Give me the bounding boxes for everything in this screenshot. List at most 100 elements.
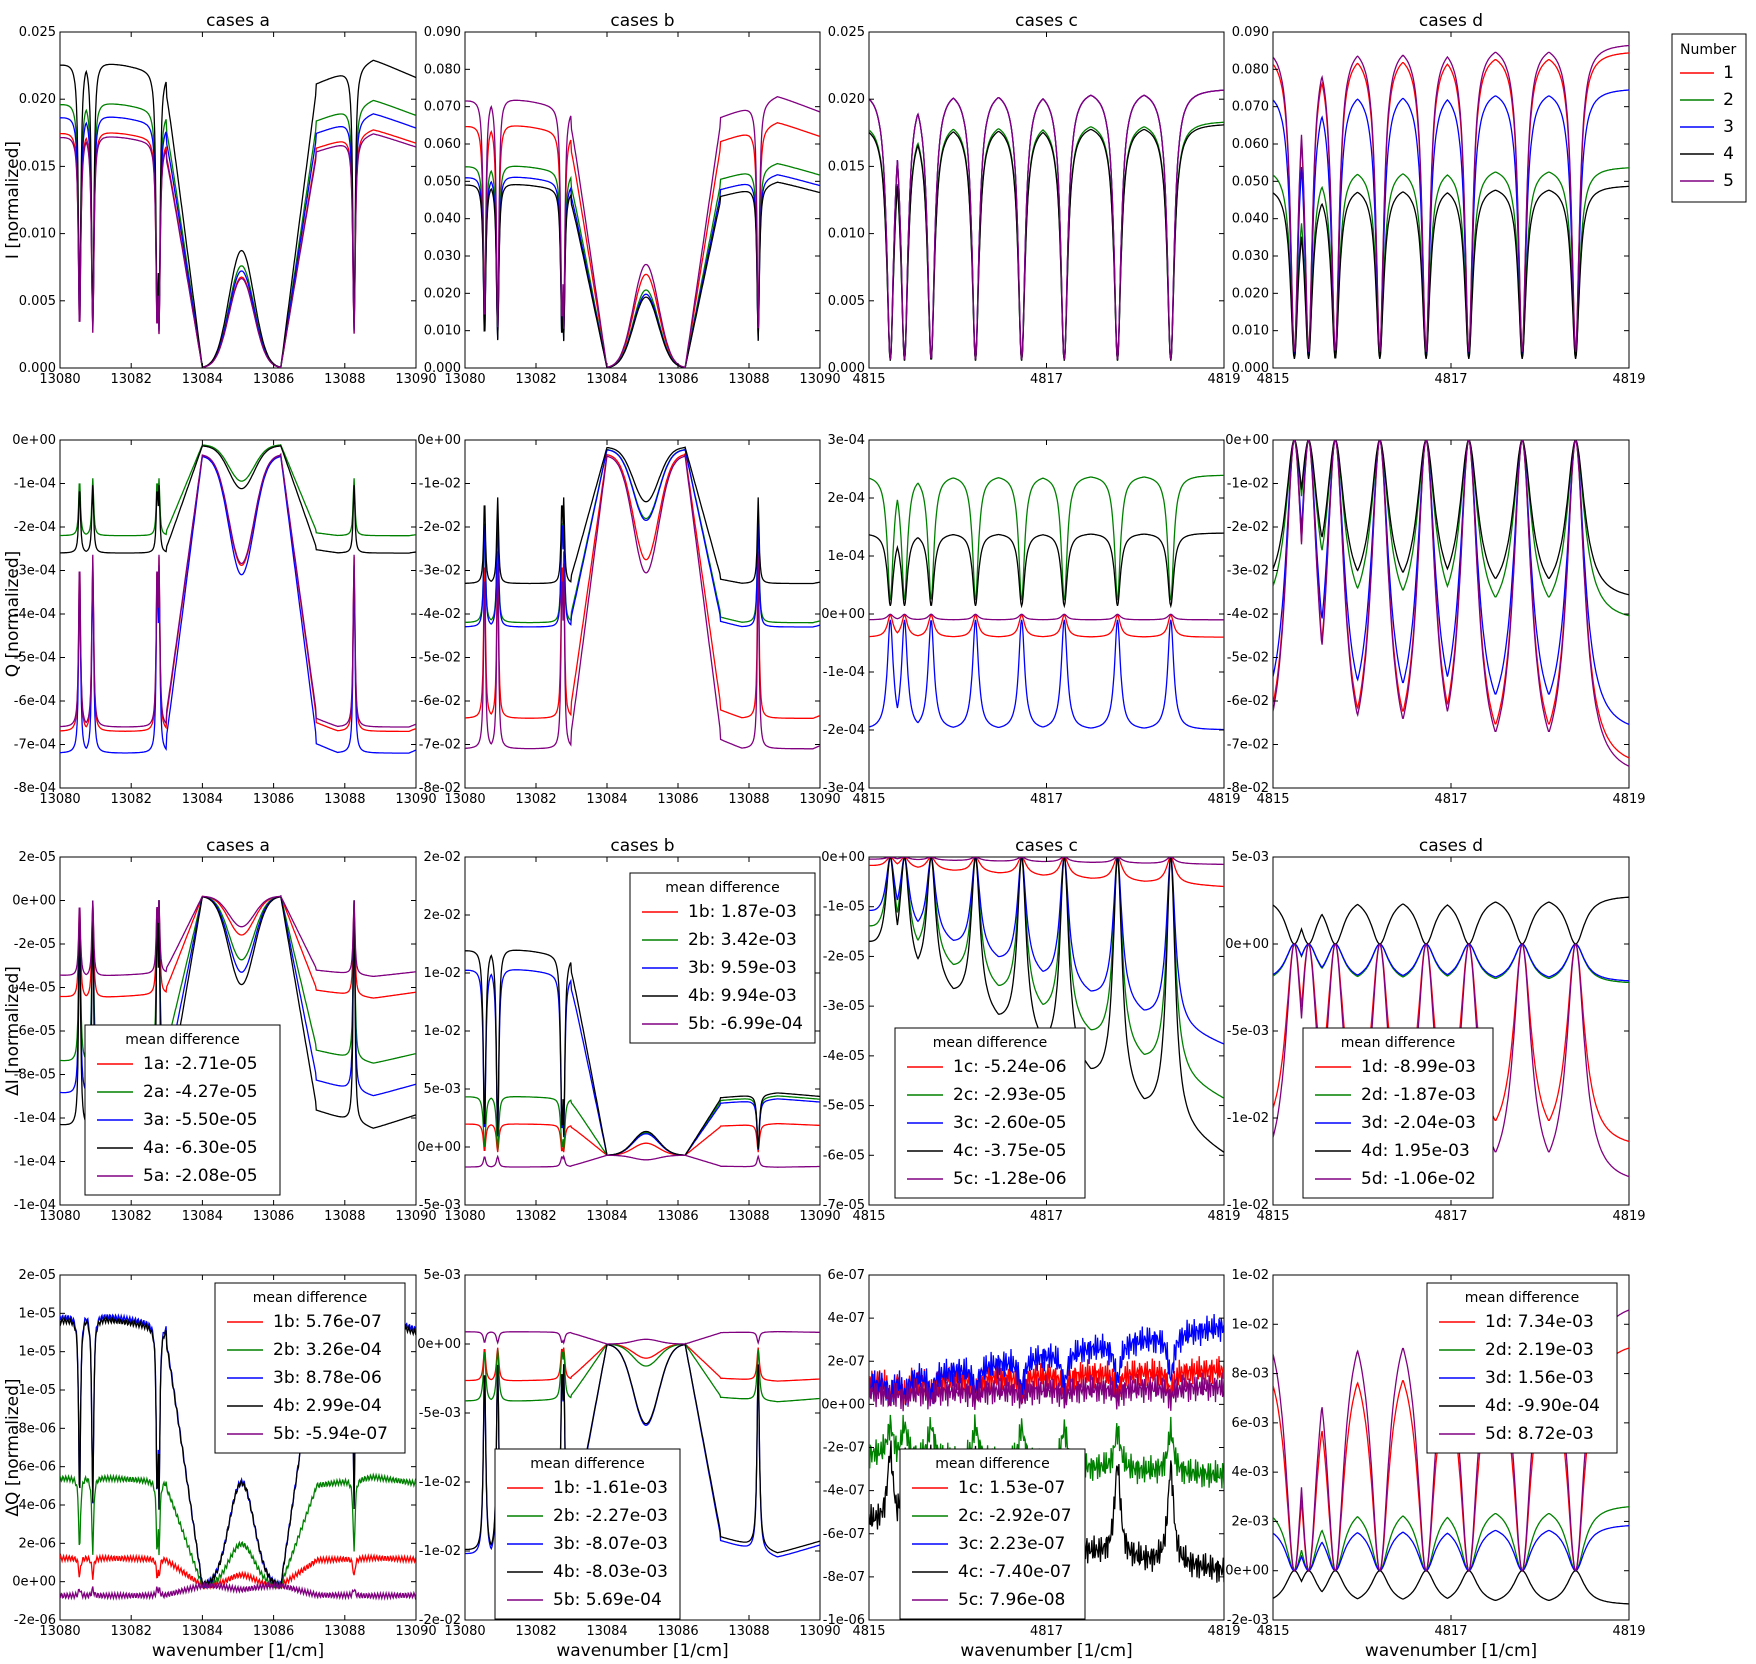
- legend-title: Number: [1680, 42, 1736, 58]
- x-tick-label: 13084: [586, 372, 627, 387]
- x-tick-label: 4817: [1030, 1624, 1063, 1639]
- y-tick-label: -2e-07: [823, 1441, 865, 1456]
- legend-entry: 4: [1723, 144, 1734, 164]
- y-tick-label: -3e-02: [1227, 564, 1269, 579]
- axes-frame: [1272, 439, 1630, 789]
- series-line-5: [869, 613, 1224, 621]
- x-tick-label: 13088: [728, 372, 769, 387]
- legend-title: mean difference: [125, 1032, 239, 1048]
- y-tick-label: 0.000: [1232, 361, 1269, 376]
- y-tick-label: -1e-04: [14, 477, 56, 492]
- subplot-I_b: 13080 13082 13084 13086 13088 13090 0.000 0.010…: [424, 11, 841, 387]
- y-tick-label: 6e-07: [827, 1268, 865, 1283]
- y-tick-label: 0.020: [828, 92, 865, 107]
- subplot-Q_c: 4815 4817 4819 -3e-04 -2e-04 -1e-04 0e+00 1e-04…: [821, 433, 1240, 807]
- x-tick-label: 4815: [1256, 792, 1289, 807]
- x-tick-label: 13090: [395, 372, 436, 387]
- series-line-3: [869, 1313, 1224, 1406]
- y-tick-label: 1e-02: [423, 1024, 461, 1039]
- y-tick-label: -6e-02: [419, 694, 461, 709]
- x-tick-label: 4815: [1256, 1624, 1289, 1639]
- y-tick-label: 0.050: [424, 174, 461, 189]
- legend-entry: 5c: -1.28e-06: [953, 1169, 1067, 1189]
- axes-frame: [59, 31, 417, 369]
- series-line-3: [869, 857, 1224, 1045]
- y-tick-label: 0.000: [19, 361, 56, 376]
- y-tick-label: -5e-03: [419, 1406, 461, 1421]
- x-tick-label: 13082: [515, 1624, 556, 1639]
- legend-entry: 3c: -2.60e-05: [953, 1113, 1067, 1133]
- series-line-5: [869, 1372, 1224, 1412]
- legend-title: mean difference: [1341, 1035, 1455, 1051]
- y-tick-label: 0.030: [1232, 249, 1269, 264]
- y-tick-label: 0e+00: [821, 850, 865, 865]
- y-tick-label: 0.090: [424, 25, 461, 40]
- subplot-title: cases a: [206, 11, 270, 31]
- legend-entry: 1d: 7.34e-03: [1485, 1312, 1594, 1332]
- x-tick-label: 13090: [799, 792, 840, 807]
- x-tick-label: 13090: [799, 1624, 840, 1639]
- y-tick-label: 0e+00: [12, 894, 56, 909]
- y-tick-label: -5e-03: [419, 1198, 461, 1213]
- y-tick-label: 2e-04: [827, 491, 865, 506]
- series-line-5: [465, 1330, 820, 1345]
- series-line-4: [1273, 1570, 1629, 1605]
- axes-frame: [868, 439, 1225, 789]
- x-tick-label: 4819: [1612, 792, 1645, 807]
- y-tick-label: -2e-02: [419, 1613, 461, 1628]
- mean-difference-legend: mean difference 1a: -2.71e-05 2a: -4.27e-0…: [84, 1024, 281, 1196]
- y-tick-label: -2e-02: [1227, 520, 1269, 535]
- legend-entry: 4c: -3.75e-05: [953, 1141, 1067, 1161]
- x-tick-label: 13088: [728, 1209, 769, 1224]
- series-line-5: [60, 1580, 416, 1601]
- legend-entry: 4b: -8.03e-03: [553, 1562, 668, 1582]
- subplot-dI_a: 13080 13082 13084 13086 13088 13090 -1e-04 -1e-…: [3, 836, 437, 1224]
- y-tick-label: -2e-05: [14, 937, 56, 952]
- y-tick-label: -5e-02: [419, 651, 461, 666]
- series-line-4: [1273, 896, 1629, 945]
- y-tick-label: -8e-05: [14, 1068, 56, 1083]
- x-tick-label: 13080: [39, 792, 80, 807]
- y-tick-label: 0e+00: [1225, 937, 1269, 952]
- x-axis-label: wavenumber [1/cm]: [556, 1641, 728, 1661]
- y-tick-label: -3e-05: [823, 999, 865, 1014]
- x-tick-label: 13084: [586, 1624, 627, 1639]
- x-axis-label: wavenumber [1/cm]: [960, 1641, 1132, 1661]
- y-tick-label: -1e-04: [823, 665, 865, 680]
- x-tick-label: 4819: [1612, 1209, 1645, 1224]
- y-tick-label: -8e-07: [823, 1570, 865, 1585]
- y-tick-label: -4e-07: [823, 1484, 865, 1499]
- x-tick-label: 4815: [852, 792, 885, 807]
- series-line-5: [60, 452, 416, 728]
- series-line-5: [60, 895, 416, 978]
- y-tick-label: 0.010: [828, 227, 865, 242]
- x-tick-label: 4817: [1030, 372, 1063, 387]
- y-tick-label: -1e-04: [14, 1111, 56, 1126]
- subplot-I_c: 4815 4817 4819 0.000 0.005 0.010 0.015 0.020 0.0…: [828, 11, 1241, 387]
- series-line-2: [60, 1472, 416, 1589]
- legend-entry: 5b: -6.99e-04: [688, 1014, 803, 1034]
- subplot-title: cases a: [206, 836, 270, 856]
- legend-title: mean difference: [933, 1035, 1047, 1051]
- x-tick-label: 13080: [444, 792, 485, 807]
- x-tick-label: 4819: [1612, 372, 1645, 387]
- y-tick-label: 0.020: [1232, 286, 1269, 301]
- y-tick-label: 0e+00: [1225, 1564, 1269, 1579]
- series-line-5: [869, 89, 1224, 360]
- x-tick-label: 4817: [1434, 1209, 1467, 1224]
- series-line-1: [869, 614, 1224, 638]
- subplot-dI_c: 4815 4817 4819 -7e-05 -6e-05 -5e-05 -4e-05 -3e-…: [821, 836, 1240, 1224]
- series-line-1: [465, 1343, 820, 1382]
- legend-entry: 1c: -5.24e-06: [953, 1057, 1067, 1077]
- legend-entry: 2d: 2.19e-03: [1485, 1340, 1594, 1360]
- series-line-5: [1273, 440, 1629, 767]
- legend-title: mean difference: [935, 1456, 1049, 1472]
- y-axis-label: ΔI [normalized]: [3, 966, 23, 1096]
- subplot-dQ_b: 13080 13082 13084 13086 13088 13090 -2e-02 -1e-…: [417, 1268, 840, 1661]
- subplot-title: cases d: [1419, 836, 1483, 856]
- x-tick-label: 13084: [182, 1209, 223, 1224]
- x-tick-label: 13088: [324, 372, 365, 387]
- series-line-4: [465, 446, 820, 585]
- y-tick-label: 2e-05: [18, 850, 56, 865]
- x-tick-label: 13082: [111, 1624, 152, 1639]
